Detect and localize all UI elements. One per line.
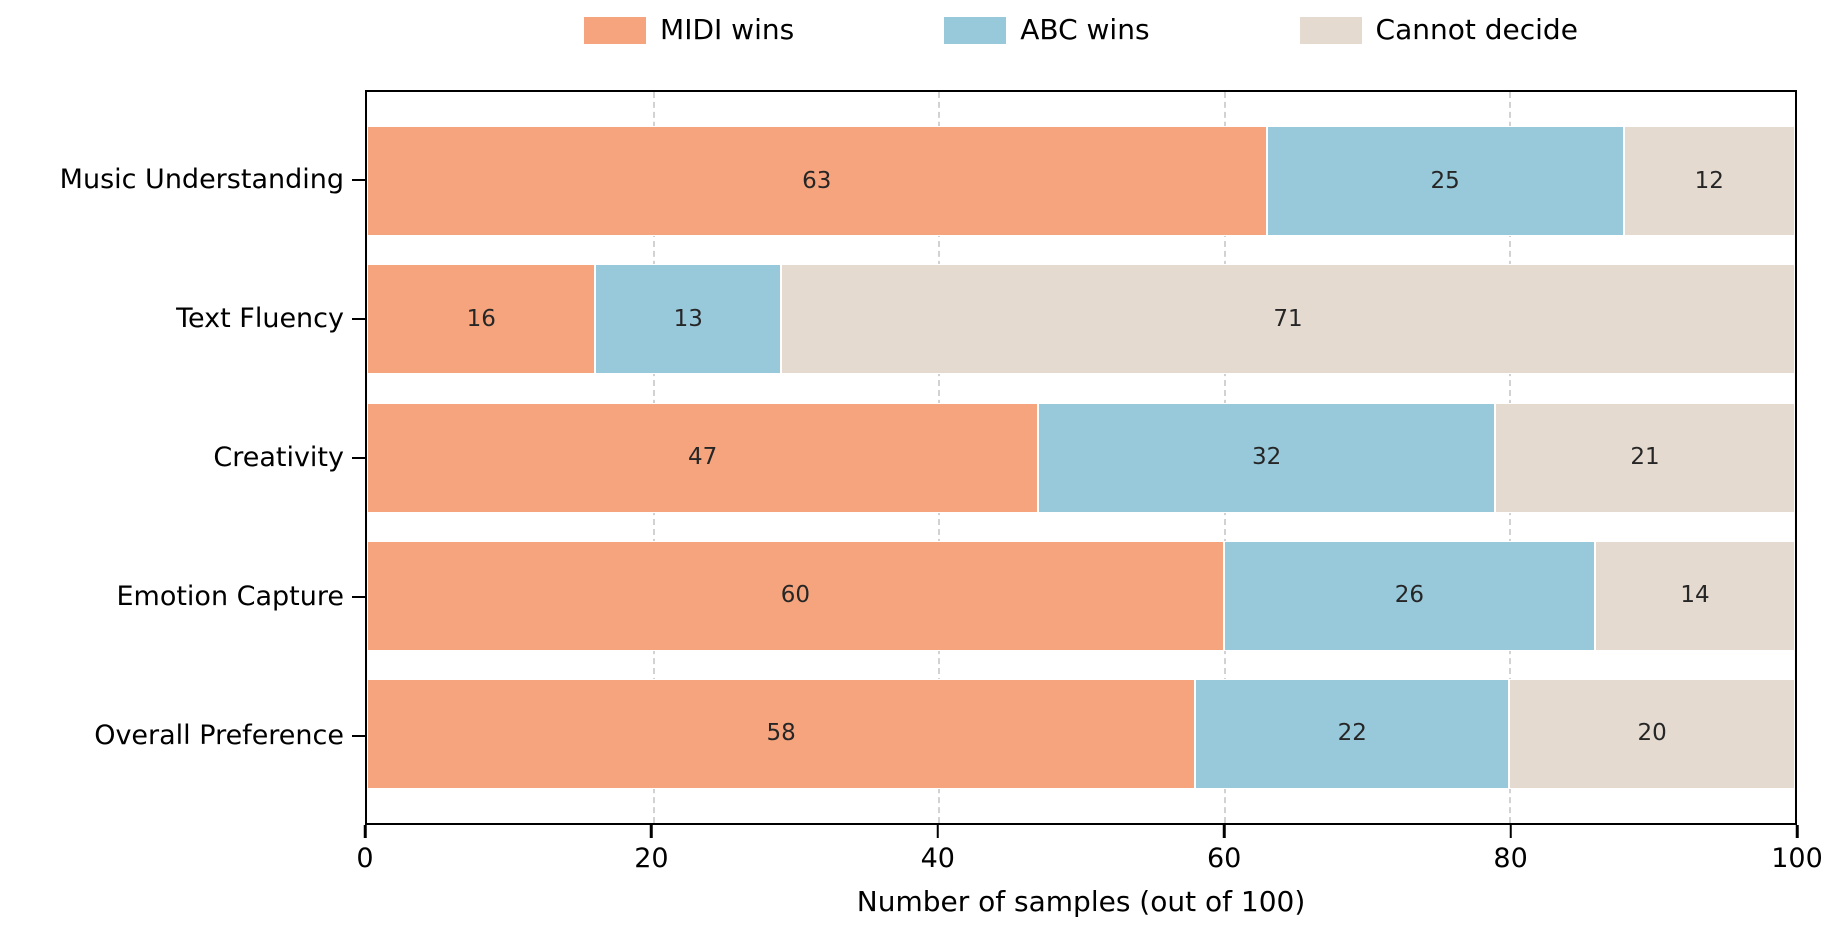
bar-segment-abc-wins: 13 [595,264,782,375]
bar-segment-abc-wins: 22 [1195,678,1510,789]
bar-segment-abc-wins: 26 [1223,540,1596,651]
legend-swatch-cannot-decide [1299,16,1362,44]
bar-value-label: 20 [1637,720,1667,747]
y-tick-mark [352,734,365,737]
bar-value-label: 25 [1430,167,1460,194]
category-label-row: Text Fluency [0,249,344,388]
category-label-row: Creativity [0,388,344,527]
x-tick-mark-60 [1222,825,1226,838]
bar-row-emotion-capture: 60 26 14 [367,527,1795,665]
bar-row-text-fluency: 16 13 71 [367,250,1795,388]
bar-value-label: 47 [687,444,718,470]
bar-value-label: 12 [1694,167,1724,194]
legend-swatch-midi-wins [584,16,647,44]
bar-value-label: 21 [1630,444,1660,470]
legend-label: MIDI wins [660,13,795,46]
legend: MIDI wins ABC wins Cannot decide [365,16,1797,44]
legend-item-cannot-decide: Cannot decide [1299,13,1578,46]
stacked-bar: 60 26 14 [367,540,1795,651]
x-tick-mark-0 [363,825,367,838]
bar-row-music-understanding: 63 25 12 [367,112,1795,250]
bar-rows: 63 25 12 16 13 71 47 32 21 60 26 14 58 22 20 [367,92,1795,823]
y-tick-mark [352,595,365,598]
category-label-row: Overall Preference [0,666,344,805]
bar-segment-abc-wins: 32 [1038,402,1496,513]
category-label-row: Emotion Capture [0,527,344,666]
x-axis-ticks: 0 20 40 60 80 100 [356,825,1823,885]
bar-segment-cannot-decide: 21 [1495,402,1795,513]
x-axis-title: Number of samples (out of 100) [856,885,1306,918]
bar-segment-abc-wins: 25 [1266,126,1624,237]
bar-segment-midi-wins: 16 [367,264,596,375]
stacked-bar: 63 25 12 [367,126,1795,237]
bar-segment-midi-wins: 47 [367,402,1039,513]
bar-value-label: 60 [780,582,811,609]
x-tick-mark-40 [936,825,940,838]
category-label-row: Music Understanding [0,110,344,249]
x-tick-label-20: 20 [634,843,669,874]
legend-item-midi-wins: MIDI wins [584,16,794,44]
x-tick-mark-20 [650,825,653,838]
stacked-bar: 47 32 21 [367,402,1795,513]
bar-value-label: 32 [1251,444,1282,470]
stacked-bar: 16 13 71 [367,264,1795,375]
category-label-creativity: Creativity [213,442,344,473]
bar-segment-midi-wins: 60 [367,540,1224,651]
bar-value-label: 22 [1337,720,1367,747]
bar-segment-cannot-decide: 71 [781,264,1795,375]
x-tick-mark-80 [1509,825,1512,838]
y-tick-mark [352,317,365,320]
x-tick-label-40: 40 [920,843,955,874]
bar-value-label: 63 [802,167,832,194]
x-tick-label-60: 60 [1207,843,1242,874]
bar-value-label: 14 [1680,582,1710,609]
x-tick-label-0: 0 [356,843,374,874]
legend-swatch-abc-wins [944,16,1007,44]
legend-label: Cannot decide [1375,13,1578,46]
plot-area: 63 25 12 16 13 71 47 32 21 60 26 14 58 22 20 [365,90,1797,825]
y-tick-mark [352,178,365,181]
legend-label: ABC wins [1020,13,1150,46]
y-axis-category-labels: Music Understanding Text Fluency Creativit… [0,90,344,825]
x-tick-mark-100 [1795,825,1799,838]
bar-segment-cannot-decide: 20 [1509,678,1795,789]
bar-value-label: 58 [766,720,796,747]
bar-segment-cannot-decide: 12 [1623,126,1795,237]
bar-value-label: 71 [1273,305,1303,332]
bar-row-overall-preference: 58 22 20 [367,665,1795,803]
bar-row-creativity: 47 32 21 [367,388,1795,526]
category-label-text-fluency: Text Fluency [176,303,344,334]
x-tick-label-100: 100 [1771,843,1823,874]
stacked-bar: 58 22 20 [367,678,1795,789]
x-tick-label-80: 80 [1493,843,1528,874]
bar-segment-cannot-decide: 14 [1595,540,1795,651]
bar-segment-midi-wins: 63 [367,126,1267,237]
bar-segment-midi-wins: 58 [367,678,1196,789]
bar-value-label: 13 [673,305,703,332]
category-label-emotion-capture: Emotion Capture [116,581,344,612]
y-tick-mark [352,456,365,459]
category-label-music-understanding: Music Understanding [59,164,344,195]
category-label-overall-preference: Overall Preference [94,720,344,751]
legend-item-abc-wins: ABC wins [944,13,1150,46]
bar-value-label: 26 [1394,582,1425,609]
bar-value-label: 16 [466,305,496,332]
